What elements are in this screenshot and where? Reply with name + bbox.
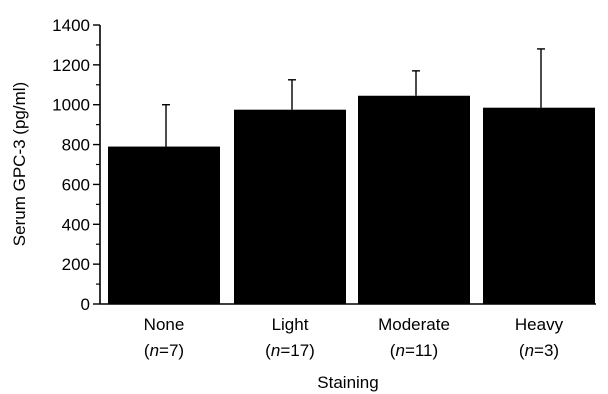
bars: [108, 95, 595, 304]
bar-none: [108, 146, 220, 304]
sublabel-open: (: [144, 341, 150, 360]
sublabel-open: (: [519, 341, 525, 360]
x-tick-label: Moderate: [378, 315, 450, 334]
error-bars: [162, 48, 545, 147]
bar-moderate: [358, 95, 470, 304]
sublabel-open: (: [390, 341, 396, 360]
x-tick-label: Light: [272, 315, 309, 334]
x-axis-title: Staining: [317, 373, 378, 392]
x-tick-sublabel: (n=7): [144, 341, 184, 360]
y-tick-label: 200: [62, 255, 90, 274]
y-tick-label: 1000: [52, 96, 90, 115]
x-tick-sublabel: (n=17): [265, 341, 315, 360]
sublabel-open: (: [265, 341, 271, 360]
sublabel-count: =3): [534, 341, 559, 360]
y-tick-label: 800: [62, 136, 90, 155]
y-ticks: 0 200 400 600 800 1000 1200 1400: [52, 16, 100, 314]
sublabel-count: =17): [280, 341, 315, 360]
sublabel-count: =11): [405, 341, 438, 360]
bar-light: [234, 109, 346, 304]
bar-heavy: [483, 107, 595, 304]
y-axis-title: Serum GPC-3 (pg/ml): [10, 82, 29, 246]
y-tick-label: 0: [81, 295, 90, 314]
x-tick-label: None: [144, 315, 185, 334]
sublabel-n: n: [271, 341, 280, 360]
x-tick-labels: None(n=7)Light(n=17)Moderate(n=11)Heavy(…: [144, 315, 564, 360]
sublabel-n: n: [525, 341, 534, 360]
sublabel-n: n: [150, 341, 159, 360]
sublabel-n: n: [395, 341, 404, 360]
y-tick-label: 1400: [52, 16, 90, 35]
x-tick-sublabel: (n=3): [519, 341, 559, 360]
y-tick-label: 1200: [52, 56, 90, 75]
x-tick-label: Heavy: [515, 315, 564, 334]
sublabel-count: =7): [159, 341, 184, 360]
y-tick-label: 400: [62, 215, 90, 234]
x-tick-sublabel: (n=11): [390, 341, 438, 360]
y-tick-label: 600: [62, 175, 90, 194]
